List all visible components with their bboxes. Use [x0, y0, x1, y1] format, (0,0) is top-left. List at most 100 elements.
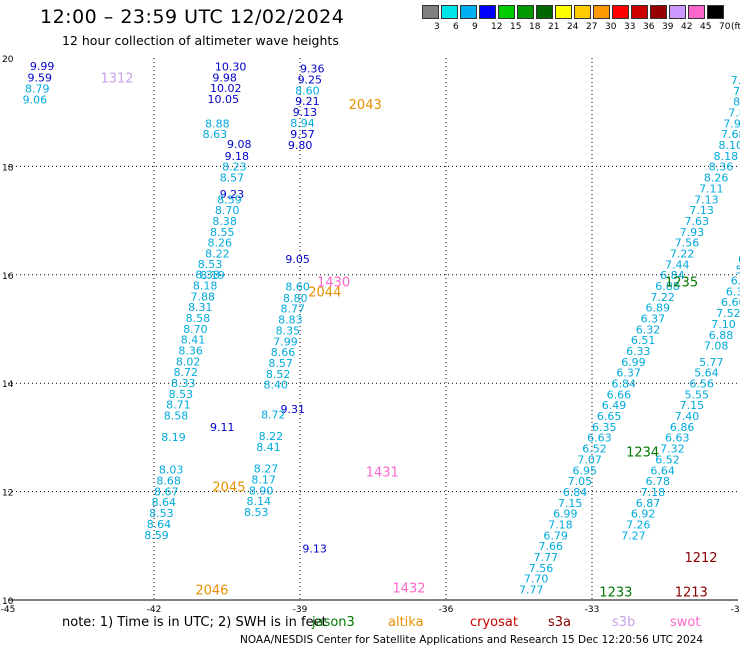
lat-tick-label: 16 — [2, 272, 14, 282]
wave-height-value: 8.83 — [278, 314, 303, 327]
wave-height-value: 7.96 — [723, 117, 740, 130]
wave-height-value: 8.90 — [249, 484, 274, 497]
wave-height-value: 6.84 — [563, 486, 588, 499]
wave-height-value: 8.71 — [166, 399, 191, 412]
legend-swatch — [669, 5, 686, 19]
legend-swatch — [688, 5, 705, 19]
wave-height-value: 8.80 — [283, 292, 308, 305]
wave-height-value: 7.15 — [680, 399, 705, 412]
wave-height-value: 6.95 — [573, 464, 598, 477]
lon-tick-label: -42 — [147, 605, 162, 615]
wave-height-value: 7.99 — [273, 335, 298, 348]
wave-height-value: 8.18 — [193, 279, 218, 292]
legend-swatch — [479, 5, 496, 19]
wave-height-value: 5.64 — [694, 367, 719, 380]
legend-swatch — [536, 5, 553, 19]
wave-height-value: 8.36 — [709, 161, 734, 174]
wave-height-value: 7.44 — [665, 258, 690, 271]
wave-height-value: 8.27 — [254, 463, 279, 476]
wave-height-value: 9.08 — [227, 138, 252, 151]
wave-height-value: 9.57 — [290, 128, 315, 141]
wave-height-value: 8.38 — [195, 269, 220, 282]
wave-height-value: 8.68 — [156, 475, 181, 488]
wave-height-value: 7.89 — [728, 107, 740, 120]
lat-tick-label: 20 — [2, 55, 14, 65]
legend-swatch — [631, 5, 648, 19]
wave-height-value: 8.33 — [171, 377, 196, 390]
wave-height-value: 7.93 — [680, 226, 705, 239]
legend-level-label: 9 — [472, 22, 478, 32]
wave-height-value: 8.58 — [186, 312, 211, 325]
lon-tick-label: -30 — [731, 605, 740, 615]
wave-height-value: 7.77 — [534, 551, 559, 564]
wave-height-value: 6.51 — [631, 334, 656, 347]
satellite-legend-s3a: s3a — [548, 615, 571, 630]
wave-height-value: 8.18 — [714, 150, 739, 163]
wave-height-value: 9.05 — [285, 253, 310, 266]
wave-height-value: 7.70 — [524, 573, 549, 586]
wave-height-value: 7.11 — [699, 182, 724, 195]
wave-height-value: 10.02 — [210, 82, 242, 95]
wave-height-value: 6.88 — [655, 280, 680, 293]
wave-height-value: 8.70 — [183, 323, 208, 336]
wave-height-value: 9.13 — [293, 106, 318, 119]
legend-level-label: 24 — [567, 22, 579, 32]
legend-level-label: 12 — [491, 22, 503, 32]
lat-tick-label: 12 — [2, 489, 13, 499]
wave-height-value: 7.77 — [519, 583, 544, 596]
wave-height-value: 8.10 — [719, 139, 740, 152]
wave-height-value: 7.40 — [675, 410, 700, 423]
wave-height-value: 8.53 — [169, 388, 194, 401]
wave-height-value: 8.94 — [290, 117, 315, 130]
wave-height-value: 7.26 — [626, 518, 651, 531]
wave-height-value: 6.36 — [726, 285, 740, 298]
lon-tick-label: -45 — [1, 605, 16, 615]
wave-height-value: 7.22 — [670, 247, 695, 260]
wave-height-value: 6.86 — [670, 421, 695, 434]
pass-time-label: 1234 — [626, 445, 659, 460]
wave-height-value: 7.22 — [650, 291, 675, 304]
pass-time-label: 1312 — [100, 71, 133, 86]
wave-height-value: 7.27 — [621, 529, 646, 542]
wave-height-value: 6.56 — [689, 378, 714, 391]
wave-height-value: 6.66 — [607, 388, 632, 401]
wave-height-value: 9.31 — [281, 403, 306, 416]
wave-height-value: 8.53 — [198, 258, 223, 271]
wave-height-value: 9.25 — [298, 73, 323, 86]
wave-height-value: 8.79 — [25, 83, 50, 96]
wave-height-value: 6.64 — [650, 464, 675, 477]
legend-swatch — [422, 5, 439, 19]
wave-height-value: 9.18 — [225, 150, 250, 163]
wave-height-value: 6.78 — [646, 475, 671, 488]
wave-height-value: 7.68 — [721, 128, 740, 141]
wave-height-value: 9.06 — [23, 94, 47, 107]
legend-swatch — [707, 5, 724, 19]
wave-height-value: 8.67 — [154, 485, 179, 498]
legend-level-label: 42 — [681, 22, 693, 32]
wave-height-value: 8.70 — [215, 204, 240, 217]
wave-height-value: 6.63 — [665, 432, 690, 445]
legend-level-label: 39 — [662, 22, 674, 32]
wave-height-value: 6.84 — [611, 378, 636, 391]
wave-height-value: 8.26 — [208, 237, 233, 250]
pass-time-label: 2046 — [195, 584, 228, 599]
legend-swatch — [441, 5, 458, 19]
wave-height-value: 8.40 — [264, 379, 289, 392]
legend-level-label: 18 — [529, 22, 541, 32]
wave-height-value: 8.59 — [144, 529, 169, 542]
wave-height-value: 7.32 — [660, 443, 685, 456]
wave-height-value: 8.41 — [181, 334, 206, 347]
wave-height-value: 10.30 — [215, 60, 247, 73]
satellite-legend-cryosat: cryosat — [470, 615, 518, 630]
wave-height-value: 8.63 — [203, 128, 228, 141]
wave-height-value: 7.08 — [704, 340, 729, 353]
wave-height-value: 8.31 — [188, 301, 213, 314]
wave-height-value: 8.16 — [733, 96, 740, 109]
wave-height-value: 6.87 — [636, 497, 661, 510]
pass-time-label: 2043 — [349, 98, 382, 113]
legend-swatch — [574, 5, 591, 19]
satellite-legend-altika: altika — [388, 615, 424, 630]
wave-height-value: 8.72 — [173, 366, 198, 379]
legend-swatch — [593, 5, 610, 19]
legend-swatch — [650, 5, 667, 19]
